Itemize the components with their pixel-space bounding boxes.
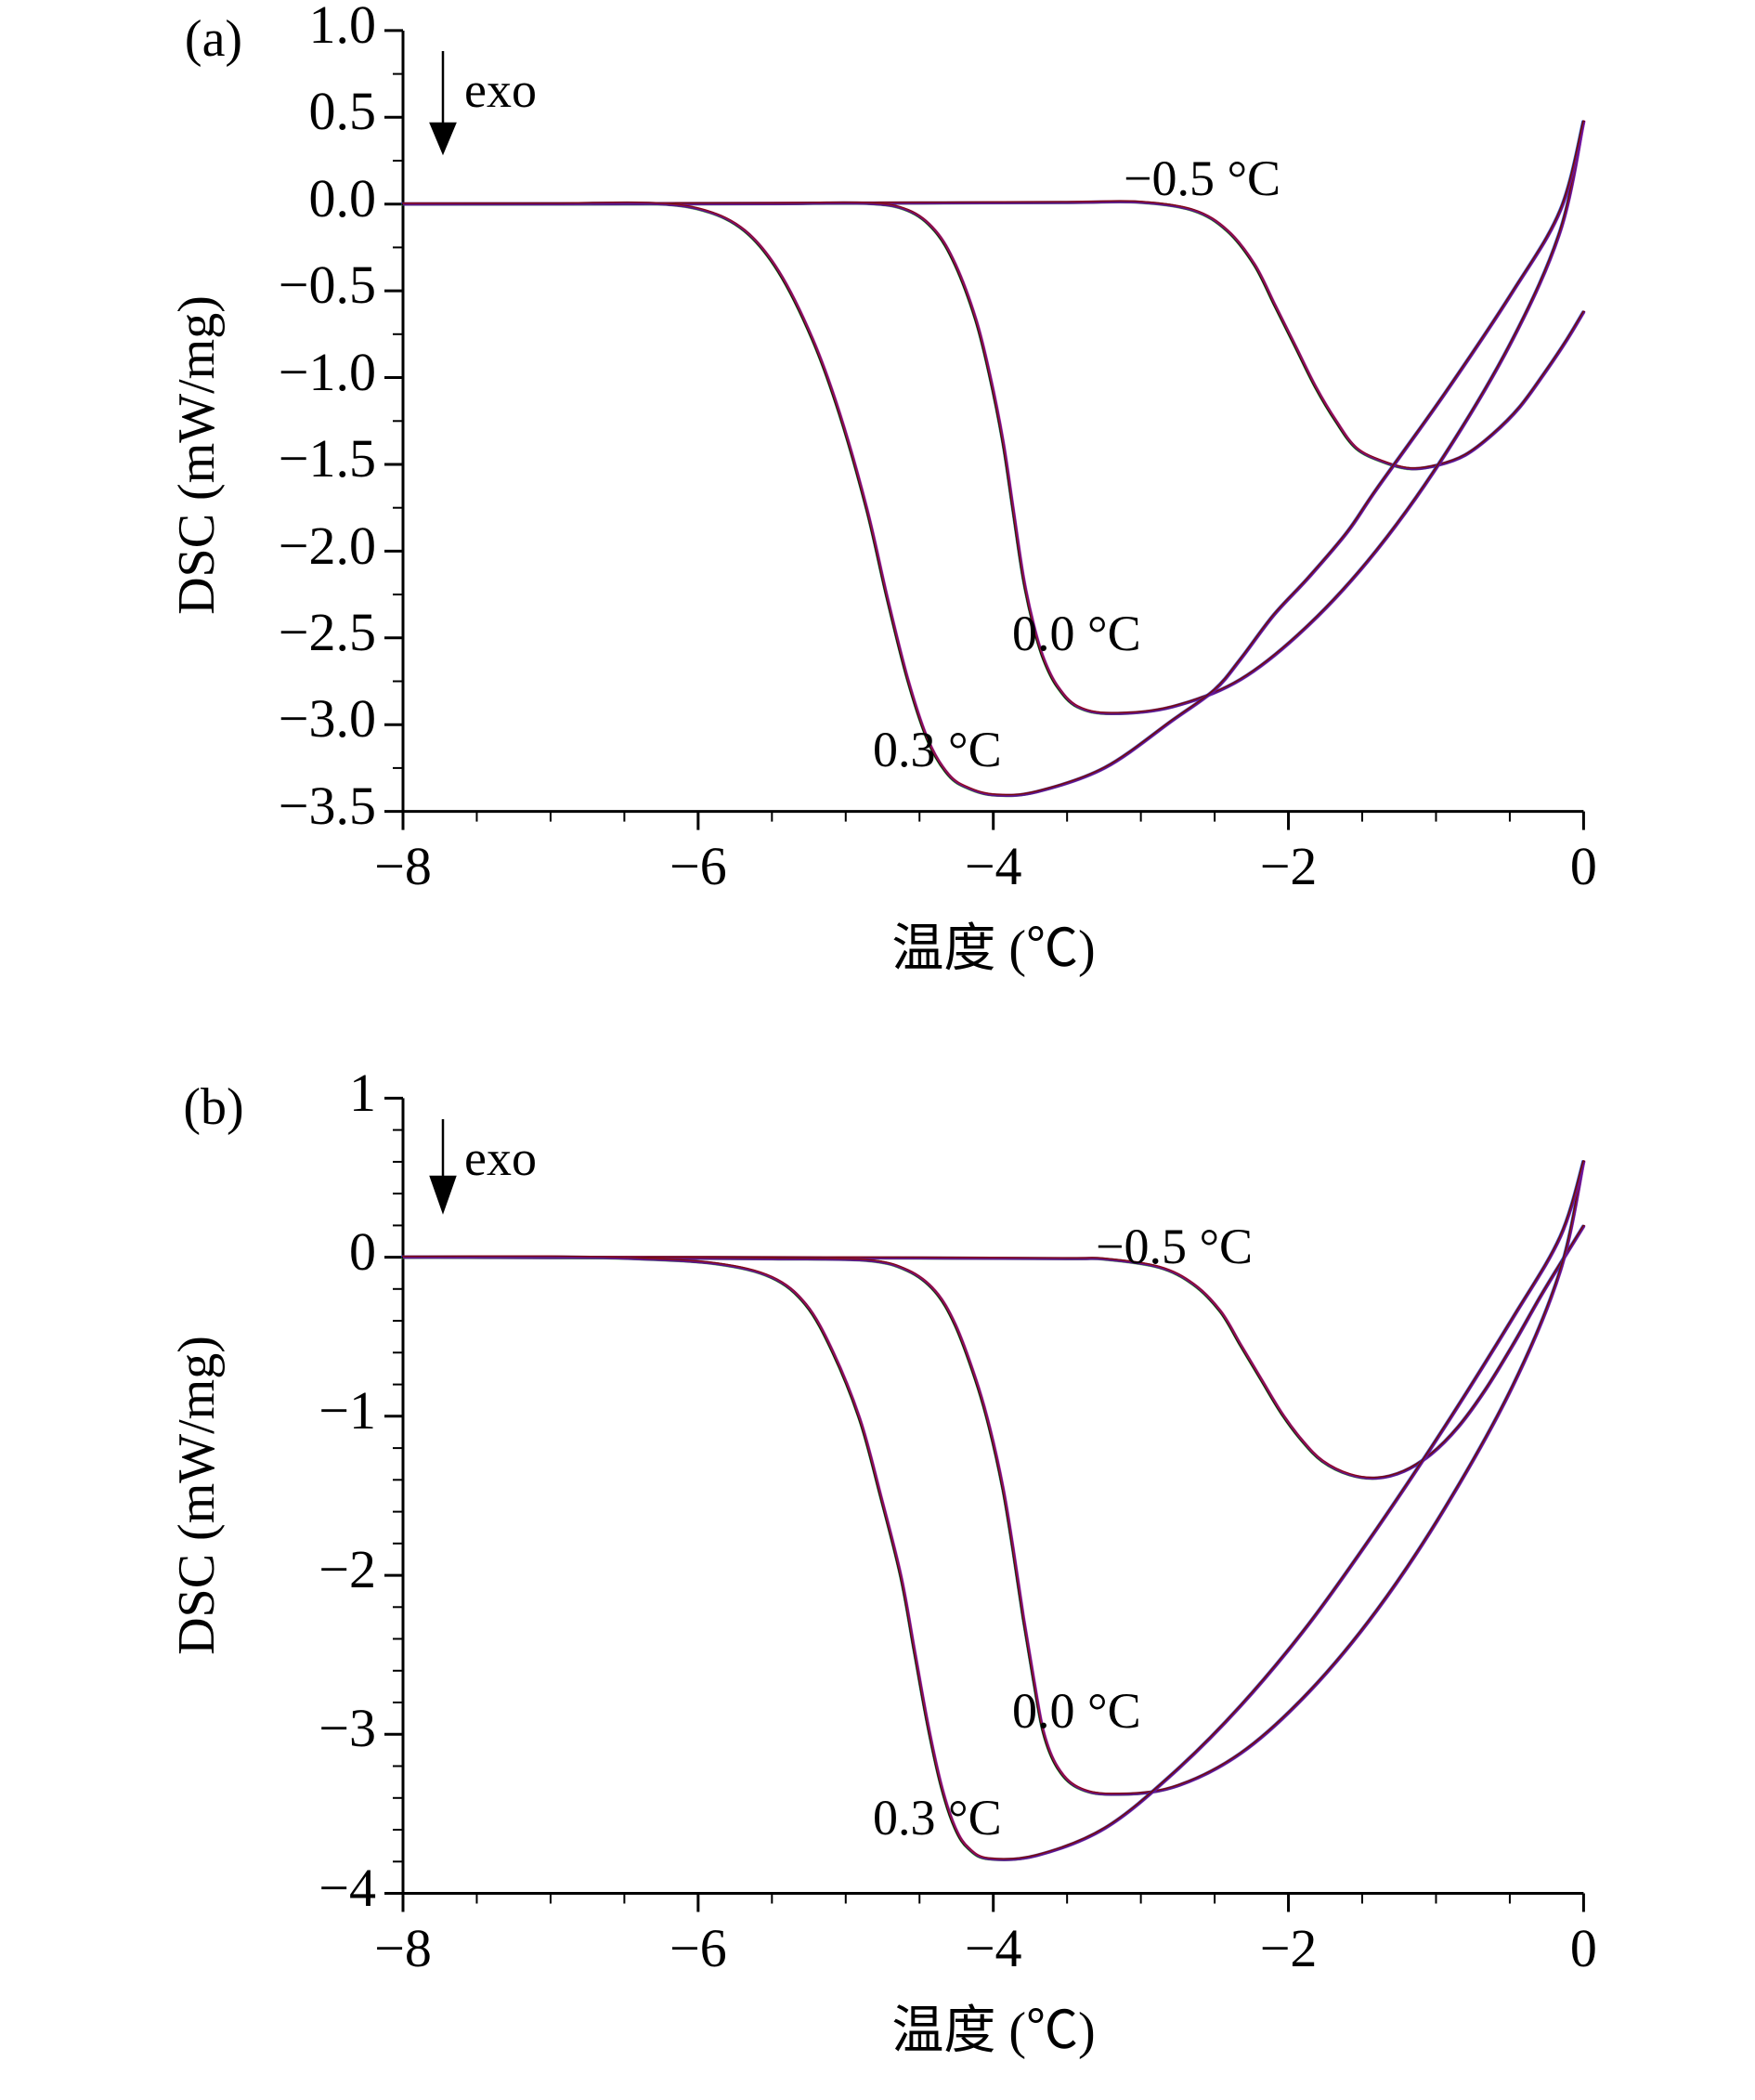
svg-text:0.5: 0.5 <box>309 81 377 141</box>
svg-text:−3.5: −3.5 <box>279 776 376 836</box>
svg-text:exo: exo <box>464 1130 537 1186</box>
svg-text:−6: −6 <box>670 1918 727 1978</box>
svg-text:1.0: 1.0 <box>309 0 377 55</box>
svg-text:0: 0 <box>349 1221 376 1282</box>
svg-text:0.3 °C: 0.3 °C <box>873 1790 1002 1846</box>
svg-text:−3: −3 <box>318 1698 376 1758</box>
svg-text:0.3 °C: 0.3 °C <box>873 722 1002 777</box>
svg-text:−8: −8 <box>374 1918 432 1978</box>
svg-text:−8: −8 <box>374 836 432 896</box>
svg-text:−4: −4 <box>965 1918 1022 1978</box>
svg-text:−0.5: −0.5 <box>279 254 376 315</box>
svg-text:−3.0: −3.0 <box>279 688 376 749</box>
svg-text:−0.5 °C: −0.5 °C <box>1096 1219 1253 1274</box>
svg-text:0.0 °C: 0.0 °C <box>1012 1683 1141 1739</box>
svg-text:1: 1 <box>349 1063 376 1123</box>
svg-text:0: 0 <box>1570 836 1597 896</box>
svg-text:−1.0: −1.0 <box>279 342 376 402</box>
svg-text:−0.5 °C: −0.5 °C <box>1124 150 1280 206</box>
svg-text:−2: −2 <box>1260 1918 1318 1978</box>
svg-text:−6: −6 <box>670 836 727 896</box>
svg-text:exo: exo <box>464 62 537 118</box>
svg-text:−2.5: −2.5 <box>279 602 376 662</box>
svg-text:(a): (a) <box>185 10 242 68</box>
svg-text:温度 (℃): 温度 (℃) <box>891 2002 1095 2060</box>
svg-text:−1.5: −1.5 <box>279 428 376 489</box>
svg-text:−4: −4 <box>965 836 1022 896</box>
svg-text:(b): (b) <box>183 1078 243 1136</box>
svg-text:DSC (mW/mg): DSC (mW/mg) <box>168 295 226 615</box>
svg-text:−1: −1 <box>318 1380 376 1441</box>
svg-text:−2: −2 <box>318 1539 376 1599</box>
svg-text:温度 (℃): 温度 (℃) <box>891 920 1095 978</box>
svg-text:−4: −4 <box>318 1858 376 1918</box>
svg-text:0.0: 0.0 <box>309 168 377 228</box>
svg-text:0: 0 <box>1570 1918 1597 1978</box>
svg-text:0.0 °C: 0.0 °C <box>1012 606 1141 661</box>
svg-text:DSC (mW/mg): DSC (mW/mg) <box>168 1336 226 1655</box>
svg-text:−2: −2 <box>1260 836 1318 896</box>
svg-text:−2.0: −2.0 <box>279 515 376 576</box>
